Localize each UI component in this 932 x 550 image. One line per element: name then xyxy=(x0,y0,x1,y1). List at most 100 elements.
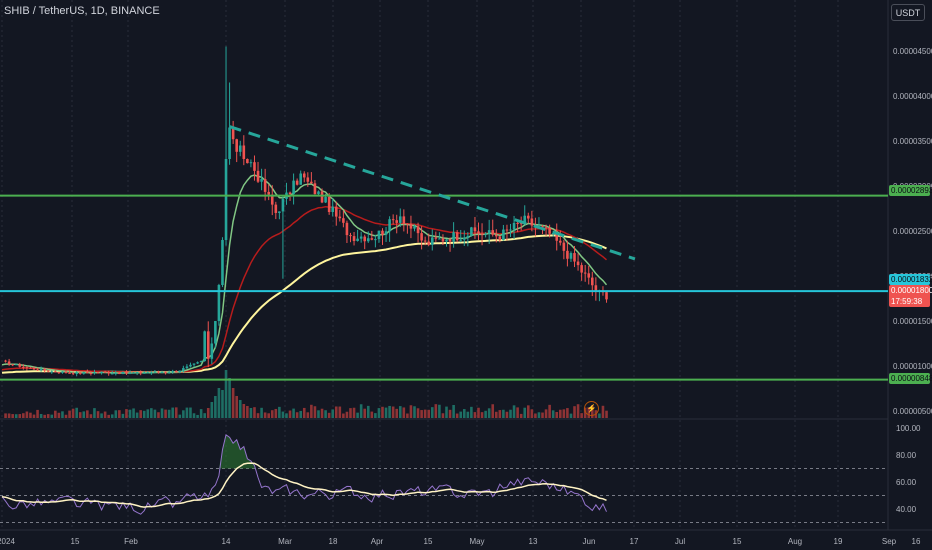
candle xyxy=(573,245,576,268)
candle xyxy=(238,140,242,157)
symbol-title[interactable]: SHIB / TetherUS, 1D, BINANCE xyxy=(4,5,160,17)
candle xyxy=(249,159,253,168)
candle xyxy=(103,370,107,373)
volume-bar xyxy=(477,407,480,418)
volume-bar xyxy=(132,408,135,418)
volume-bar xyxy=(480,412,484,418)
volume-bar xyxy=(352,407,356,418)
candle xyxy=(587,265,591,285)
volume-bar xyxy=(363,408,367,418)
candle xyxy=(509,223,512,238)
candle xyxy=(338,209,342,222)
price-tick-label: 0.00004500 xyxy=(893,47,932,56)
volume-bar xyxy=(558,409,562,418)
volume-bar xyxy=(118,410,121,418)
volume-bar xyxy=(171,407,174,418)
candle xyxy=(43,367,46,373)
lightning-icon[interactable]: ⚡ xyxy=(584,401,599,416)
volume-bar xyxy=(505,411,509,418)
volume-bar xyxy=(206,408,210,418)
candle xyxy=(530,210,534,232)
volume-bar xyxy=(395,408,399,418)
candle xyxy=(281,195,285,279)
volume-bar xyxy=(445,406,448,418)
volume-bar xyxy=(491,404,495,418)
candle xyxy=(125,370,128,375)
volume-bar xyxy=(342,413,345,418)
volume-bar xyxy=(569,413,573,418)
candle xyxy=(171,369,174,374)
volume-bar xyxy=(174,407,178,418)
volume-bar xyxy=(526,405,530,418)
currency-button[interactable]: USDT xyxy=(891,4,925,21)
candle xyxy=(398,208,402,227)
volume-bar xyxy=(466,411,470,418)
candle xyxy=(452,222,455,248)
volume-bar xyxy=(292,408,295,418)
candle xyxy=(253,155,256,181)
volume-bar xyxy=(235,396,238,418)
candle xyxy=(502,224,505,241)
candle xyxy=(246,158,249,164)
time-tick-label: 17 xyxy=(630,537,639,546)
volume-bar xyxy=(146,409,150,418)
candle xyxy=(32,366,36,370)
volume-bar xyxy=(377,408,381,418)
descending-trendline[interactable] xyxy=(229,125,636,261)
candle xyxy=(96,371,100,374)
time-tick-label: Sep xyxy=(882,537,897,546)
candle xyxy=(505,224,509,241)
candle xyxy=(473,216,477,239)
volume-bar xyxy=(43,414,46,418)
resistance-price-tag: 0.00002893 xyxy=(889,185,932,196)
candle xyxy=(121,371,125,375)
candle xyxy=(374,234,377,248)
candle xyxy=(132,371,135,374)
candle xyxy=(548,224,551,238)
candle xyxy=(199,360,203,363)
candle xyxy=(256,161,260,183)
candle xyxy=(331,198,335,217)
candle xyxy=(153,370,157,374)
volume-bar xyxy=(68,410,71,418)
candle xyxy=(409,215,413,239)
time-tick-label: 15 xyxy=(71,537,80,546)
volume-bar xyxy=(82,411,86,418)
candle xyxy=(420,226,423,250)
volume-bar xyxy=(605,410,608,418)
volume-bar xyxy=(142,410,146,418)
candle xyxy=(334,201,338,226)
volume-bars xyxy=(4,370,608,418)
time-tick-label: Mar xyxy=(278,537,292,546)
volume-bar xyxy=(327,412,331,418)
candle xyxy=(434,231,438,242)
volume-bar xyxy=(544,409,548,418)
candle xyxy=(491,219,495,237)
volume-bar xyxy=(310,404,313,418)
ma-mid-line xyxy=(1,205,607,374)
volume-bar xyxy=(253,407,256,418)
volume-bar xyxy=(231,388,235,418)
volume-bar xyxy=(114,410,118,418)
volume-bar xyxy=(256,413,260,418)
candle xyxy=(359,231,363,243)
volume-bar xyxy=(320,408,324,418)
candle xyxy=(39,366,43,372)
volume-bar xyxy=(598,413,601,418)
volume-bar xyxy=(189,407,192,418)
volume-bar xyxy=(50,414,54,418)
candle xyxy=(260,168,263,191)
volume-bar xyxy=(566,408,569,418)
candle xyxy=(93,369,96,375)
candle xyxy=(416,222,420,243)
candle xyxy=(470,226,473,237)
volume-bar xyxy=(185,407,189,418)
candle xyxy=(448,237,452,252)
rsi-tick-label: 100.00 xyxy=(896,424,921,433)
candle xyxy=(562,239,566,260)
candle xyxy=(580,262,583,281)
candle xyxy=(100,371,103,375)
candle xyxy=(349,232,352,243)
volume-bar xyxy=(313,406,317,418)
